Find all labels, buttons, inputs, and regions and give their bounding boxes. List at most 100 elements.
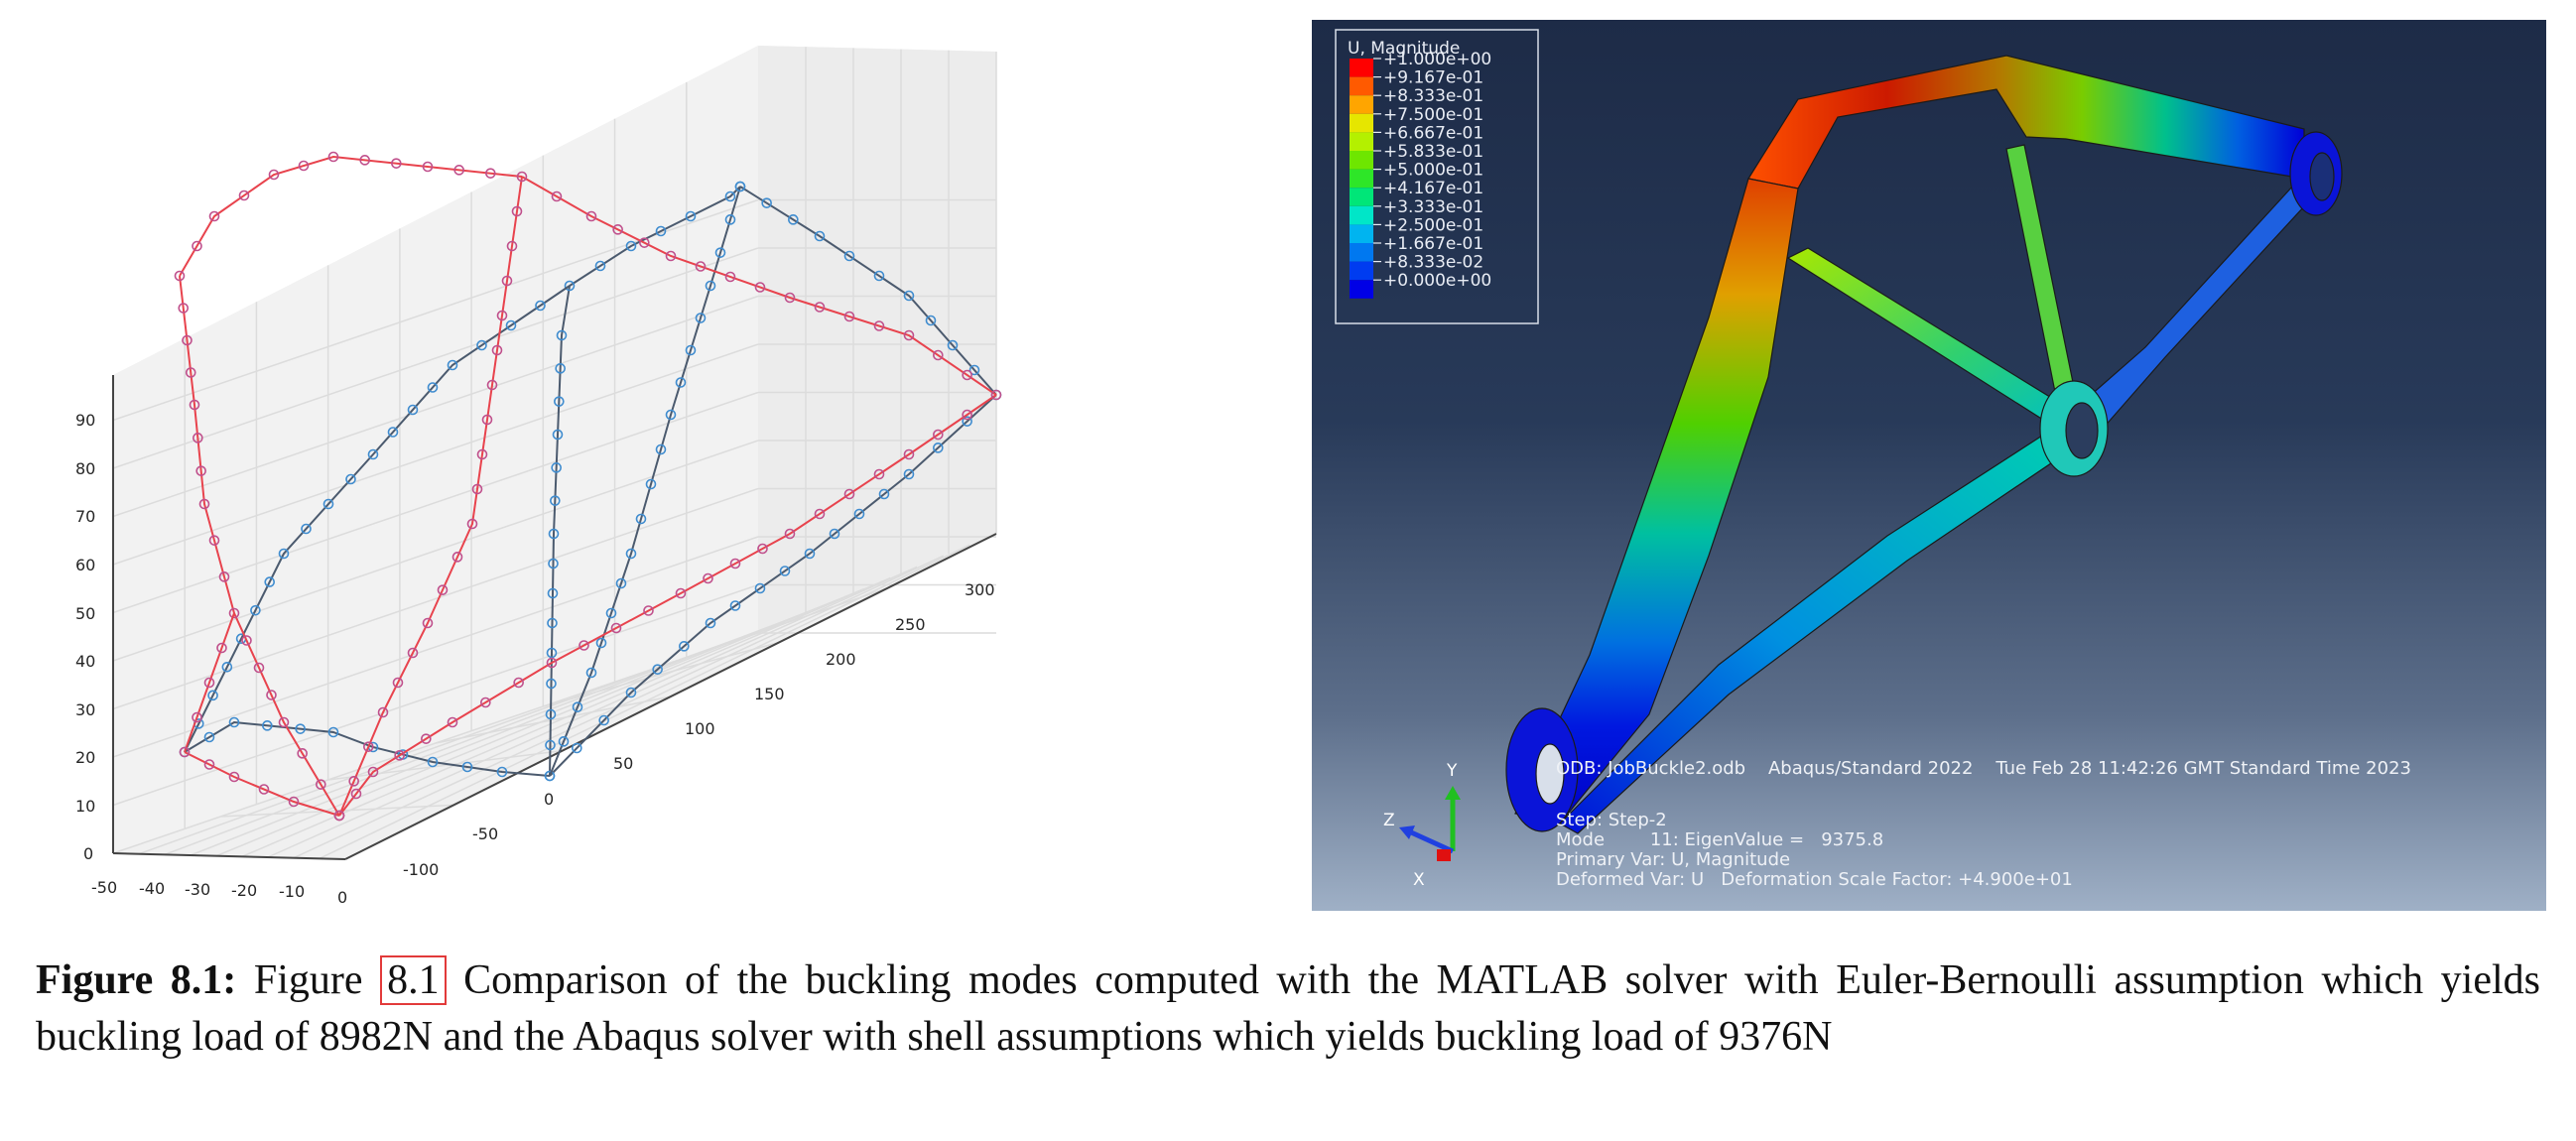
buckled-frame-marker <box>643 605 654 616</box>
undeformed-frame-line <box>549 394 997 777</box>
buckled-frame-marker <box>363 741 374 752</box>
legend-swatch <box>1350 169 1373 189</box>
buckled-frame-marker <box>496 310 508 321</box>
buckled-frame-marker <box>333 810 345 822</box>
legend-value: +5.000e-01 <box>1383 161 1483 181</box>
undeformed-frame-marker <box>625 687 637 698</box>
legend-swatch <box>1350 205 1373 225</box>
abaqus-viewport-svg: U, Magnitude +1.000e+00+9.167e-01+8.333e… <box>1335 29 2411 890</box>
buckled-frame-marker <box>873 468 885 480</box>
legend-value: +8.333e-01 <box>1383 86 1483 106</box>
z-tick: 60 <box>75 556 95 574</box>
legend-swatch <box>1350 151 1373 170</box>
matlab-axes-svg: 0 10 20 30 40 50 60 70 80 90 -50 -40 -30… <box>75 46 1002 907</box>
buckled-frame-marker <box>486 379 498 391</box>
caption-prefix: Figure <box>236 957 381 1003</box>
undeformed-frame-marker <box>572 742 582 754</box>
buckled-frame-marker <box>278 716 290 728</box>
buckled-frame-marker <box>843 488 855 500</box>
view-triad: Y Z X <box>1383 761 1461 890</box>
buckled-frame-marker <box>266 690 277 700</box>
undeformed-frame-marker <box>535 300 546 312</box>
triad-x-label: X <box>1413 870 1425 890</box>
legend-value: +0.000e+00 <box>1383 271 1491 291</box>
legend-swatch <box>1350 113 1373 133</box>
legend-swatch <box>1350 95 1373 114</box>
undeformed-frame-marker <box>724 190 736 202</box>
z-tick: 30 <box>75 700 95 719</box>
grid-line <box>435 696 672 744</box>
buckled-frame-marker <box>268 169 280 181</box>
buckled-frame-marker <box>513 677 524 689</box>
tick-labels: 0 10 20 30 40 50 60 70 80 90 -50 -40 -30… <box>75 411 995 907</box>
buckled-frame-marker <box>639 237 650 248</box>
undeformed-frame-marker <box>552 429 564 441</box>
undeformed-frame-marker <box>947 339 959 351</box>
y-tick: 0 <box>544 790 554 809</box>
undeformed-frame-marker <box>615 577 627 589</box>
buckled-frame-line <box>184 751 340 817</box>
y-tick: 50 <box>613 754 633 773</box>
buckled-frame-marker <box>757 543 768 555</box>
legend-swatch <box>1350 224 1373 243</box>
x-tick: -50 <box>91 878 117 897</box>
buckled-frame-marker <box>189 399 200 411</box>
buckled-frame-marker <box>447 716 458 728</box>
z-tick: 10 <box>75 797 95 816</box>
undeformed-frame-marker <box>367 448 379 460</box>
buckled-frame-marker <box>350 788 362 800</box>
buckled-frame-marker <box>506 240 518 252</box>
caption-label: Figure 8.1: <box>36 957 237 1003</box>
inner-web <box>1786 247 2067 428</box>
undeformed-frame-marker <box>554 396 565 407</box>
frame-series <box>174 151 1002 822</box>
buckled-frame-marker <box>216 642 227 654</box>
z-tick: 20 <box>75 748 95 767</box>
buckled-frame-marker <box>179 746 191 758</box>
top-flange <box>1747 55 2305 190</box>
undeformed-frame-marker <box>595 637 607 649</box>
undeformed-frame-marker <box>505 319 517 331</box>
figure-reference-link[interactable]: 8.1 <box>380 955 447 1005</box>
deformed-part <box>1505 55 2343 834</box>
legend-value: +1.000e+00 <box>1383 50 1491 69</box>
buckled-frame-marker <box>391 158 402 169</box>
triad-z-arrow <box>1399 825 1415 839</box>
undeformed-frame-marker <box>548 528 560 540</box>
undeformed-frame-marker <box>551 462 562 473</box>
triad-x-axis <box>1437 849 1451 861</box>
info-deformed-var: Deformed Var: U Deformation Scale Factor… <box>1556 869 2073 890</box>
undeformed-frame-marker <box>207 690 218 701</box>
buckled-frame-marker <box>208 210 220 222</box>
undeformed-frame-marker <box>262 720 273 731</box>
undeformed-frame-marker <box>705 617 716 629</box>
triad-z-label: Z <box>1383 811 1395 830</box>
undeformed-frame-marker <box>779 566 791 576</box>
undeformed-frame-marker <box>327 726 339 738</box>
triad-y-arrow <box>1445 786 1461 800</box>
undeformed-frame-marker <box>685 210 697 222</box>
undeformed-frame-marker <box>546 678 557 690</box>
center-hole <box>2065 402 2099 459</box>
info-block: ODB: JobBuckle2.odb Abaqus/Standard 2022… <box>1556 758 2411 890</box>
undeformed-frame-marker <box>547 587 559 599</box>
contour-legend: U, Magnitude +1.000e+00+9.167e-01+8.333e… <box>1335 29 1539 324</box>
buckled-frame-marker <box>421 733 432 744</box>
undeformed-frame-marker <box>685 344 697 356</box>
buckled-frame-marker <box>437 584 449 595</box>
undeformed-frame-marker <box>555 363 566 374</box>
undeformed-frame-marker <box>548 558 559 570</box>
undeformed-frame-marker <box>387 427 399 438</box>
undeformed-frame-marker <box>761 197 772 208</box>
info-mode: Mode 11: EigenValue = 9375.8 <box>1556 829 1883 850</box>
y-tick: 100 <box>685 719 715 738</box>
y-tick: 250 <box>895 615 926 634</box>
undeformed-frame-marker <box>625 240 637 252</box>
undeformed-frame-line <box>739 186 997 396</box>
vertical-web <box>2005 144 2077 408</box>
grid-line <box>112 536 759 758</box>
grid-line <box>112 487 759 710</box>
buckled-frame-marker <box>203 677 215 689</box>
buckled-frame-marker <box>195 465 206 476</box>
undeformed-frame-marker <box>264 576 276 587</box>
